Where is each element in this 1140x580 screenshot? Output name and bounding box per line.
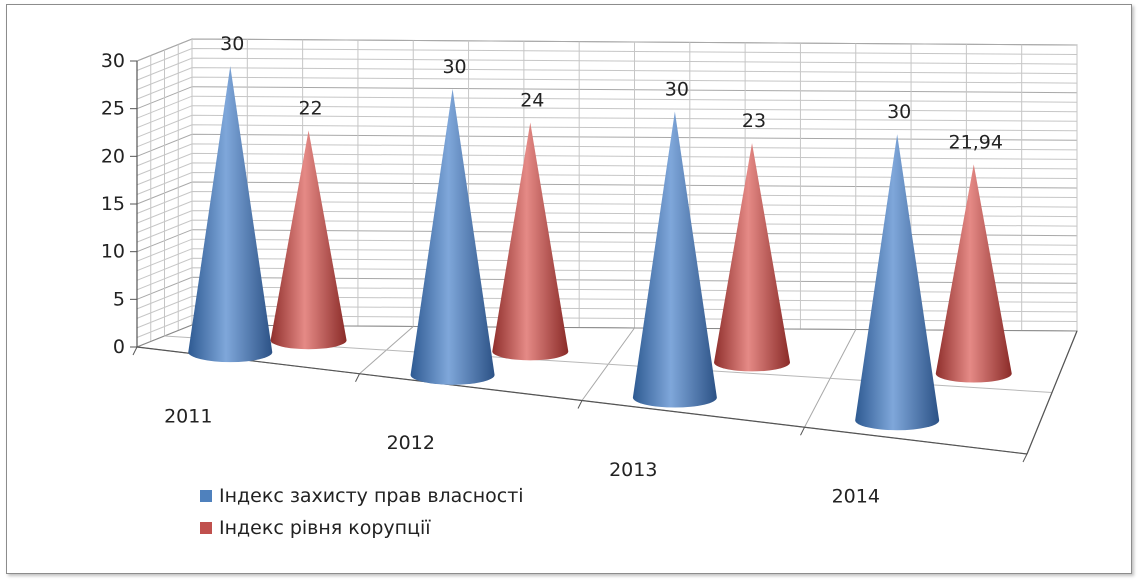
data-label: 30 — [220, 33, 244, 55]
y-tick-label: 10 — [101, 241, 125, 263]
y-tick-label: 20 — [101, 145, 125, 167]
x-tick-label: 2014 — [832, 486, 880, 508]
cone-corruption-2014 — [935, 164, 1012, 383]
cone-corruption-2012 — [492, 122, 569, 361]
cone-corruption-2011 — [270, 130, 347, 350]
y-tick-label: 5 — [113, 288, 125, 310]
gridlines — [136, 38, 1078, 455]
data-label: 21,94 — [949, 131, 1003, 153]
data-label: 30 — [442, 56, 466, 78]
legend: Індекс захисту прав власності Індекс рівн… — [200, 485, 524, 539]
legend-swatch — [200, 490, 212, 502]
x-tick — [132, 346, 138, 356]
cone-property-rights-2013 — [632, 111, 717, 408]
x-tick-label: 2011 — [164, 405, 212, 427]
cone-property-rights-2011 — [188, 66, 273, 363]
axes: 0 5 10 15 20 25 30 2011 2012 2013 2014 — [101, 50, 1078, 508]
data-label: 30 — [887, 101, 911, 123]
x-tick — [577, 400, 583, 409]
cones — [188, 66, 1012, 431]
cone-corruption-2013 — [714, 143, 791, 372]
x-tick — [800, 427, 805, 436]
legend-label: Індекс рівня корупції — [219, 517, 431, 539]
data-label: 23 — [742, 110, 766, 132]
x-tick — [355, 373, 360, 382]
data-label: 22 — [298, 98, 322, 120]
floor-edge — [1026, 330, 1078, 455]
labels: 22 24 23 21,94 30 30 30 30 — [220, 33, 1003, 153]
cone-property-rights-2014 — [855, 134, 940, 431]
y-tick-label: 25 — [101, 98, 125, 120]
x-tick-label: 2013 — [609, 459, 657, 481]
cone-chart: 0 5 10 15 20 25 30 2011 2012 2013 2014 22 24 23 21,94… — [101, 33, 1078, 539]
chart-frame: 0 5 10 15 20 25 30 2011 2012 2013 2014 22 24 23 21,94… — [6, 4, 1132, 574]
x-tick — [1022, 453, 1028, 463]
y-tick-label: 30 — [101, 50, 125, 72]
y-tick-label: 15 — [101, 193, 125, 215]
cone-property-rights-2012 — [410, 88, 495, 385]
x-tick-label: 2012 — [387, 432, 435, 454]
data-label: 30 — [665, 79, 689, 101]
legend-swatch — [200, 522, 212, 534]
legend-label: Індекс захисту прав власності — [219, 485, 524, 507]
y-tick-label: 0 — [113, 336, 125, 358]
data-label: 24 — [520, 90, 544, 112]
